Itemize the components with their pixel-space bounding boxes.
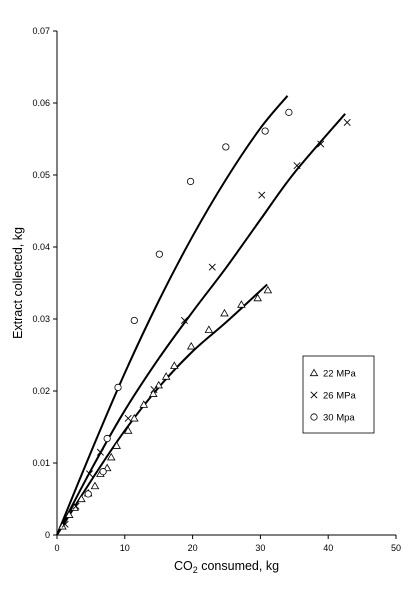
legend-marker	[310, 391, 318, 399]
legend: 22 MPa 26 MPa 30 Mpa	[302, 355, 375, 434]
data-point-series-1	[204, 325, 214, 333]
data-point-series-1	[253, 293, 262, 302]
data-point-series-2	[258, 191, 266, 199]
data-point-series-3	[103, 434, 111, 443]
data-point-series-1	[139, 400, 149, 408]
data-point-series-1	[263, 285, 273, 294]
data-point-series-3	[186, 177, 195, 186]
data-point-series-3	[155, 250, 163, 258]
data-point-series-1	[90, 481, 100, 490]
data-point-series-1	[123, 426, 133, 434]
data-point-series-1	[186, 341, 196, 350]
data-point-series-2	[150, 386, 158, 394]
fit-curves	[56, 95, 346, 536]
data-point-series-1	[130, 413, 139, 422]
data-point-series-2	[61, 520, 69, 528]
legend-marker	[309, 368, 319, 377]
data-point-series-2	[72, 502, 80, 510]
data-point-series-1	[58, 521, 67, 530]
data-point-series-3	[285, 108, 293, 116]
x-tick-label: 40	[323, 543, 333, 553]
x-tick-label: 20	[188, 543, 198, 553]
data-point-series-3	[114, 383, 122, 391]
data-point-series-2	[208, 263, 216, 271]
data-point-series-3	[84, 490, 92, 498]
x-axis-ticks: 0 10 20 30 40 50	[54, 535, 401, 553]
y-tick-label: 0.03	[32, 314, 50, 324]
data-point-series-1	[64, 510, 74, 518]
y-tick-label: 0.05	[32, 170, 50, 180]
y-tick-label: 0.04	[32, 242, 50, 252]
data-point-series-3	[261, 127, 269, 135]
data-point-series-1	[170, 361, 179, 369]
x-axis-title: CO2 consumed, kg	[174, 559, 279, 575]
y-tick-label: 0.07	[32, 26, 50, 36]
data-point-series-2	[293, 162, 301, 170]
y-axis-ticks: 0 0.01 0.02 0.03 0.04 0.05 0.06 0.07	[32, 26, 57, 540]
plot-area: 0 10 20 30 40 50 0 0.01 0.02 0.03 0.04 0.05 0.06 0.0…	[32, 26, 401, 553]
data-point-series-1	[237, 300, 246, 308]
data-points	[58, 108, 351, 530]
data-point-series-2	[124, 414, 132, 422]
y-axis-title: Extract collected, kg	[11, 227, 25, 339]
data-point-series-3	[222, 143, 230, 151]
y-tick-label: 0.01	[32, 458, 50, 468]
data-point-series-2	[343, 118, 351, 126]
legend-item: 30 Mpa	[310, 413, 355, 424]
data-point-series-2	[96, 448, 104, 456]
y-tick-label: 0	[45, 530, 50, 540]
y-tick-label: 0.02	[32, 386, 50, 396]
legend-marker	[310, 413, 318, 421]
legend-item: 22 MPa	[309, 368, 356, 380]
data-point-series-2	[180, 316, 188, 324]
x-tick-label: 10	[120, 543, 130, 553]
data-point-series-2	[86, 470, 94, 478]
data-point-series-1	[148, 389, 158, 397]
legend-label: 30 Mpa	[323, 413, 355, 424]
x-tick-label: 50	[391, 543, 401, 553]
data-point-series-1	[77, 494, 86, 503]
data-point-series-1	[106, 452, 116, 461]
data-point-series-2	[317, 140, 325, 148]
data-point-series-3	[99, 468, 107, 476]
data-point-series-1	[112, 441, 121, 449]
fit-curve-series-3	[56, 95, 289, 536]
data-point-series-3	[130, 316, 138, 325]
data-point-series-1	[220, 308, 229, 317]
x-tick-label: 0	[54, 543, 59, 553]
x-tick-label: 30	[255, 543, 265, 553]
legend-item: 26 MPa	[310, 391, 356, 402]
fit-curve-series-2	[56, 113, 346, 536]
y-tick-label: 0.06	[32, 98, 50, 108]
legend-label: 26 MPa	[323, 391, 356, 402]
data-point-series-1	[161, 372, 171, 380]
legend-label: 22 MPa	[323, 369, 356, 380]
